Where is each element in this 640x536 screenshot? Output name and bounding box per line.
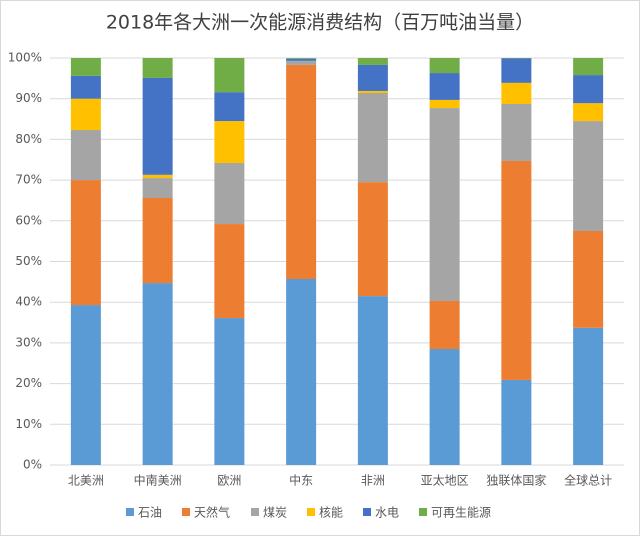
- bar-segment: [357, 182, 388, 297]
- y-tick-label: 80%: [15, 132, 42, 146]
- y-tick-label: 10%: [15, 417, 42, 431]
- bar-segment: [214, 163, 245, 225]
- bar-segment: [357, 93, 388, 183]
- bar-segment: [573, 58, 604, 76]
- bar-segment: [357, 64, 388, 91]
- legend-label: 核能: [319, 506, 343, 520]
- x-tick-label: 北美洲: [68, 474, 104, 488]
- bar-segment: [573, 327, 604, 465]
- bar-segment: [286, 60, 317, 65]
- bar-segment: [214, 121, 245, 164]
- legend-swatch: [126, 508, 134, 516]
- x-tick-label: 中东: [289, 473, 313, 488]
- y-tick-label: 40%: [15, 295, 42, 309]
- legend-swatch: [182, 508, 190, 516]
- bar-segment: [214, 318, 245, 465]
- y-tick-label: 90%: [15, 91, 42, 105]
- bar-segment: [286, 279, 317, 465]
- bar-segment: [70, 58, 101, 76]
- bar-segment: [501, 103, 532, 161]
- legend-label: 可再生能源: [431, 506, 491, 520]
- x-tick-label: 独联体国家: [486, 473, 546, 488]
- bar-segment: [142, 283, 173, 465]
- bar-segment: [429, 73, 460, 100]
- x-tick-label: 非洲: [361, 474, 385, 488]
- bar-segment: [70, 305, 101, 465]
- y-tick-label: 0%: [23, 458, 42, 472]
- bar-segment: [357, 58, 388, 65]
- y-tick-label: 100%: [8, 51, 42, 65]
- x-tick-label: 全球总计: [564, 473, 612, 488]
- bar-segment: [70, 75, 101, 99]
- bar-segment: [501, 82, 532, 104]
- bar-segment: [214, 58, 245, 93]
- bar-segment: [142, 198, 173, 284]
- bar-segment: [70, 130, 101, 181]
- bar-segment: [286, 58, 317, 61]
- bar-segment: [429, 108, 460, 301]
- y-tick-label: 20%: [15, 376, 42, 390]
- bar-segment: [573, 75, 604, 104]
- legend-label: 天然气: [194, 505, 230, 520]
- legend-label: 石油: [138, 506, 162, 520]
- bar-segment: [142, 178, 173, 199]
- legend-swatch: [419, 508, 427, 516]
- bar-segment: [214, 224, 245, 319]
- bar-segment: [70, 180, 101, 306]
- legend-swatch: [251, 508, 259, 516]
- bar-segment: [429, 349, 460, 465]
- bar-segment: [214, 92, 245, 122]
- y-tick-label: 70%: [15, 173, 42, 187]
- y-tick-label: 50%: [15, 254, 42, 268]
- legend-label: 煤炭: [263, 506, 287, 520]
- bar-segment: [429, 99, 460, 109]
- x-tick-label: 欧洲: [217, 474, 241, 488]
- bar-segment: [573, 230, 604, 328]
- bar-segment: [357, 296, 388, 465]
- bar-segment: [429, 300, 460, 350]
- bar-segment: [573, 121, 604, 231]
- bar-segment: [70, 98, 101, 131]
- bar-segment: [501, 379, 532, 465]
- bar-segment: [357, 90, 388, 94]
- chart-title: 2018年各大洲一次能源消费结构（百万吨油当量）: [106, 12, 534, 34]
- bar-segment: [573, 103, 604, 122]
- legend-swatch: [363, 508, 371, 516]
- x-tick-label: 亚太地区: [421, 473, 469, 488]
- bar-segment: [501, 160, 532, 380]
- bar-segment: [142, 174, 173, 179]
- bar-segment: [429, 58, 460, 74]
- y-tick-label: 30%: [15, 335, 42, 349]
- bar-segment: [286, 58, 317, 59]
- bar-segment: [286, 64, 317, 280]
- y-tick-label: 60%: [15, 213, 42, 227]
- x-tick-label: 中南美洲: [134, 473, 182, 488]
- bar-segment: [142, 58, 173, 78]
- bar-segment: [501, 58, 532, 83]
- legend-swatch: [307, 508, 315, 516]
- bar-segment: [142, 77, 173, 175]
- legend-label: 水电: [375, 506, 399, 520]
